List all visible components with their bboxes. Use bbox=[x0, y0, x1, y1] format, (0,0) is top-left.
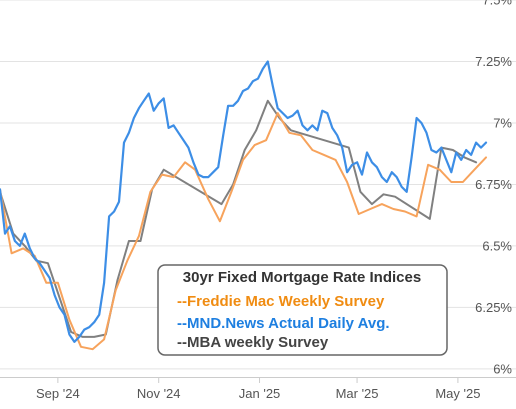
x-tick-label-1: Nov '24 bbox=[137, 386, 181, 401]
series-lines bbox=[0, 60, 488, 351]
y-tick-label-5: 7.25% bbox=[475, 54, 512, 69]
y-tick-label-3: 6.75% bbox=[475, 177, 512, 192]
legend-entry-mnd-news: --MND.News Actual Daily Avg. bbox=[177, 315, 390, 332]
x-axis-tick-labels: Sep '24 Nov '24 Jan '25 Mar '25 May '25 bbox=[36, 386, 480, 401]
legend: 30yr Fixed Mortgage Rate Indices --Fredd… bbox=[157, 264, 448, 356]
mba-line bbox=[0, 99, 478, 338]
x-axis-tick-marks bbox=[57, 377, 459, 383]
horizontal-gridlines bbox=[0, 0, 516, 370]
freddie-mac-line bbox=[0, 112, 487, 351]
legend-entry-freddie-mac: --Freddie Mac Weekly Survey bbox=[177, 293, 385, 310]
chart-title: 30yr Fixed Mortgage Rate Indices bbox=[183, 269, 421, 286]
y-tick-label-2: 6.5% bbox=[482, 238, 512, 253]
x-tick-label-2: Jan '25 bbox=[239, 386, 281, 401]
mnd-news-line bbox=[0, 60, 488, 343]
x-tick-label-4: May '25 bbox=[435, 386, 480, 401]
y-axis-tick-labels: 6% 6.25% 6.5% 6.75% 7% 7.25% 7.5% bbox=[475, 0, 512, 376]
y-tick-label-4: 7% bbox=[493, 115, 512, 130]
y-tick-label-6: 7.5% bbox=[482, 0, 512, 8]
y-tick-label-0: 6% bbox=[493, 361, 512, 376]
legend-box bbox=[157, 264, 448, 356]
legend-entry-mba: --MBA weekly Survey bbox=[177, 334, 329, 351]
y-tick-label-1: 6.25% bbox=[475, 300, 512, 315]
x-tick-label-3: Mar '25 bbox=[336, 386, 379, 401]
x-tick-label-0: Sep '24 bbox=[36, 386, 80, 401]
